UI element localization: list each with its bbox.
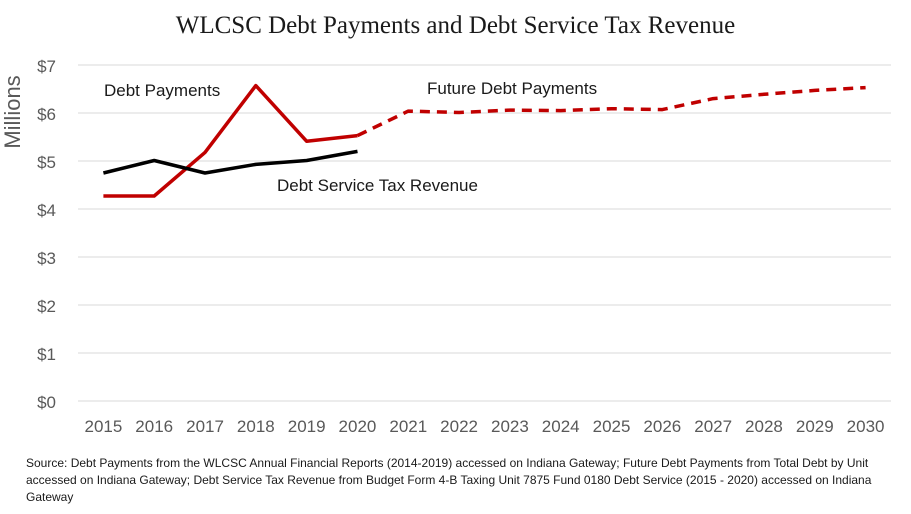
x-tick-layer: 2015 2016 2017 2018 2019 2020 2021 2022 2023 2024… xyxy=(84,417,884,436)
annotation-debt-payments: Debt Payments xyxy=(104,81,220,100)
x-tick-label: 2025 xyxy=(593,417,631,436)
y-axis-label: Millions xyxy=(0,75,25,148)
source-note: Source: Debt Payments from the WLCSC Ann… xyxy=(26,456,872,504)
y-tick-label: $7 xyxy=(37,57,56,76)
annotation-future-debt-payments: Future Debt Payments xyxy=(427,79,597,98)
x-tick-label: 2023 xyxy=(491,417,529,436)
y-tick-label: $6 xyxy=(37,105,56,124)
y-tick-label: $2 xyxy=(37,297,56,316)
x-tick-label: 2027 xyxy=(694,417,732,436)
series-line-future-debt-payments xyxy=(356,85,866,138)
x-tick-label: 2026 xyxy=(643,417,681,436)
y-tick-label: $1 xyxy=(37,345,56,364)
x-tick-label: 2016 xyxy=(135,417,173,436)
y-tick-layer: $0 $1 $2 $3 $4 $5 $6 $7 xyxy=(37,57,56,412)
chart-title: WLCSC Debt Payments and Debt Service Tax… xyxy=(175,12,736,39)
y-tick-label: $3 xyxy=(37,249,56,268)
y-tick-label: $0 xyxy=(37,393,56,412)
x-tick-label: 2020 xyxy=(339,417,377,436)
x-tick-label: 2018 xyxy=(237,417,275,436)
grid-layer xyxy=(78,64,891,402)
x-tick-label: 2029 xyxy=(796,417,834,436)
series-line-debt-service-tax-revenue xyxy=(102,149,358,175)
x-tick-label: 2019 xyxy=(288,417,326,436)
x-tick-label: 2030 xyxy=(847,417,885,436)
annotation-debt-service-tax-revenue: Debt Service Tax Revenue xyxy=(277,176,478,195)
y-tick-label: $4 xyxy=(37,201,56,220)
x-tick-label: 2017 xyxy=(186,417,224,436)
x-tick-label: 2022 xyxy=(440,417,478,436)
x-tick-label: 2024 xyxy=(542,417,580,436)
series-layer xyxy=(102,83,866,198)
x-tick-label: 2021 xyxy=(389,417,427,436)
x-tick-label: 2028 xyxy=(745,417,783,436)
x-tick-label: 2015 xyxy=(84,417,122,436)
y-tick-label: $5 xyxy=(37,153,56,172)
series-line-debt-payments xyxy=(103,83,358,198)
